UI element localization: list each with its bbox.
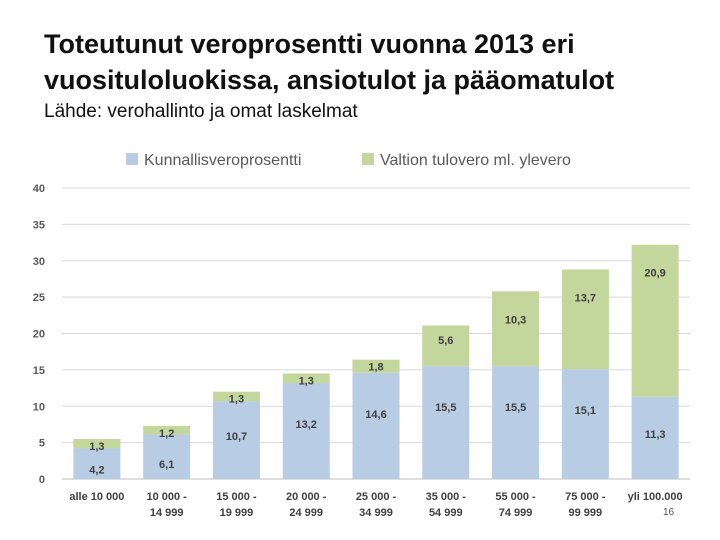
bar-segment-kunnallisvero: [561, 369, 609, 479]
x-tick-label: 19 999: [220, 507, 254, 519]
bar-segment-kunnallisvero: [352, 372, 400, 479]
x-tick-label: 74 999: [499, 507, 533, 519]
bar-segment-valtion-tulovero: [212, 391, 260, 402]
x-tick-label: 24 999: [289, 507, 323, 519]
data-label: 4,2: [89, 464, 104, 476]
y-tick-label: 10: [33, 401, 45, 413]
bar-segment-valtion-tulovero: [143, 425, 191, 435]
data-label: 13,2: [296, 419, 317, 431]
y-tick-label: 15: [33, 365, 45, 377]
data-label: 20,9: [644, 268, 665, 280]
x-tick-label: 20 000 -: [286, 491, 327, 503]
data-label: 1,3: [229, 394, 244, 406]
bar-segment-kunnallisvero: [282, 382, 330, 479]
y-tick-label: 25: [33, 292, 45, 304]
x-tick-label: 25 000 -: [356, 491, 397, 503]
data-label: 1,8: [368, 362, 383, 374]
data-label: 11,3: [645, 429, 666, 441]
x-tick-label: 34 999: [359, 507, 393, 519]
data-label: 1,2: [159, 428, 174, 440]
legend-swatch: [126, 153, 138, 165]
slide-subtitle: Lähde: verohallinto ja omat laskelmat: [44, 101, 358, 122]
data-label: 15,1: [575, 405, 596, 417]
data-label: 6,1: [159, 459, 174, 471]
legend-label: Kunnallisveroprosentti: [144, 152, 301, 169]
bar-segment-valtion-tulovero: [492, 291, 540, 367]
y-tick-label: 40: [33, 183, 45, 195]
x-tick-label: 75 000 -: [565, 491, 606, 503]
data-label: 1,3: [89, 441, 104, 453]
bar-segment-valtion-tulovero: [282, 373, 330, 383]
data-label: 5,6: [438, 335, 453, 347]
bar-segment-valtion-tulovero: [631, 244, 679, 397]
bar-segment-kunnallisvero: [143, 434, 191, 479]
x-tick-label: 99 999: [569, 507, 603, 519]
bar-segment-valtion-tulovero: [561, 269, 609, 370]
x-tick-label: alle 10 000: [69, 491, 124, 503]
bar-segment-valtion-tulovero: [73, 438, 121, 449]
bar-segment-valtion-tulovero: [422, 325, 470, 367]
data-label: 14,6: [365, 409, 386, 421]
bar-segment-kunnallisvero: [631, 396, 679, 479]
data-label: 10,3: [505, 314, 526, 326]
bar-segment-kunnallisvero: [212, 401, 260, 479]
y-tick-label: 30: [33, 256, 45, 268]
data-label: 10,7: [226, 431, 247, 443]
x-tick-label: 35 000 -: [426, 491, 467, 503]
data-label: 15,5: [435, 402, 456, 414]
bar-segment-kunnallisvero: [73, 448, 121, 479]
x-tick-label: 15 000 -: [216, 491, 257, 503]
data-label: 1,3: [299, 376, 314, 388]
y-tick-label: 35: [33, 219, 45, 231]
legend-swatch: [362, 153, 374, 165]
y-tick-label: 0: [39, 474, 45, 486]
legend-label: Valtion tulovero ml. ylevero: [380, 152, 571, 169]
page-number: 16: [663, 507, 675, 518]
slide-title: Toteutunut veroprosentti vuonna 2013 eri…: [44, 29, 615, 95]
data-label: 13,7: [575, 292, 596, 304]
x-tick-label: 10 000 -: [146, 491, 187, 503]
x-tick-label: 14 999: [150, 507, 184, 519]
bar-segment-kunnallisvero: [492, 366, 540, 479]
x-tick-label: yli 100.000: [628, 491, 683, 503]
bar-segment-kunnallisvero: [422, 366, 470, 479]
x-tick-label: 54 999: [429, 507, 463, 519]
y-tick-label: 20: [33, 329, 45, 341]
y-tick-label: 5: [39, 438, 45, 450]
data-label: 15,5: [505, 402, 526, 414]
x-tick-label: 55 000 -: [495, 491, 536, 503]
bar-segment-valtion-tulovero: [352, 359, 400, 373]
